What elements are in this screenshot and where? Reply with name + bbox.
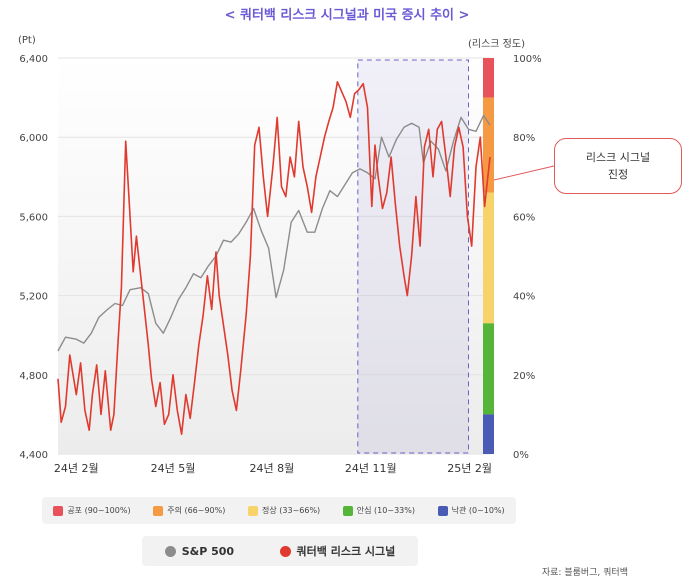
x-tick-label: 24년 11월 [345,462,397,475]
legend-label: 주의 (66~90%) [167,506,226,515]
risk-band-legend: 공포 (90~100%) 주의 (66~90%) 정상 (33~66%) 안심 … [42,497,516,524]
y-left-tick-label: 5,200 [19,292,48,303]
callout-box: 리스크 시그널 진정 [554,138,682,194]
legend-item-risk-signal: 쿼터백 리스크 시그널 [279,543,396,559]
legend-item-optimism: 낙관 (0~10%) [437,505,505,516]
callout-line-2: 진정 [607,168,629,181]
x-tick-label: 24년 5월 [151,462,196,475]
legend-label: 쿼터백 리스크 시그널 [296,545,396,558]
legend-label: 낙관 (0~10%) [451,506,505,515]
legend-item-relief: 안심 (10~33%) [342,505,415,516]
risk-band-segment [483,58,494,98]
y-right-tick-label: 0% [513,450,529,461]
callout-line-1: 리스크 시그널 [585,151,651,164]
legend-swatch [248,505,258,516]
legend-item-sp500: S&P 500 [164,544,235,558]
line-chart: 4,400 4,800 5,200 5,600 6,000 6,400 0% 20% 40% 60… [19,54,555,475]
legend-swatch [153,505,164,516]
y-left-tick-label: 5,600 [19,212,48,223]
y-right-tick-label: 20% [513,371,535,382]
risk-band-segment [483,97,494,193]
chart-title: < 쿼터백 리스크 시그널과 미국 증시 추이 > [224,8,470,23]
legend-dot [164,545,176,557]
y-left-tick-label: 6,000 [19,133,48,144]
y-right-tick-label: 80% [513,133,535,144]
legend-item-fear: 공포 (90~100%) [53,505,131,516]
legend-dot [279,545,291,557]
source-note: 자료: 블룸버그, 쿼터백 [541,568,628,578]
legend-swatch [53,505,64,516]
risk-band-segment [483,192,494,324]
legend-label: 안심 (10~33%) [356,506,415,515]
x-tick-label: 24년 8월 [249,462,294,475]
legend-swatch [342,505,353,516]
risk-signal-line [57,81,491,435]
right-axis-unit: (리스크 정도) [468,39,525,50]
y-right-tick-label: 40% [513,292,535,303]
legend-item-caution: 주의 (66~90%) [153,505,225,516]
callout-pointer [493,165,555,181]
x-tick-label: 25년 2월 [447,462,492,475]
y-left-tick-label: 6,400 [19,54,48,65]
legend-label: 공포 (90~100%) [67,506,131,515]
risk-band-segment [483,323,494,415]
left-axis-unit: (Pt) [18,35,36,46]
y-right-tick-label: 100% [513,54,542,65]
plot-area [58,58,490,454]
y-right-tick-label: 60% [513,212,535,223]
highlight-region [357,59,470,454]
legend-swatch [437,505,448,516]
y-left-tick-label: 4,400 [19,450,48,461]
legend-label: S&P 500 [181,544,235,558]
y-left-tick-label: 4,800 [19,371,48,382]
series-legend: S&P 500 쿼터백 리스크 시그널 [142,536,418,566]
legend-item-normal: 정상 (33~66%) [248,505,320,516]
x-tick-label: 24년 2월 [54,462,99,475]
sp500-line [57,114,491,352]
legend-label: 정상 (33~66%) [262,506,321,515]
risk-band-segment [483,414,494,454]
